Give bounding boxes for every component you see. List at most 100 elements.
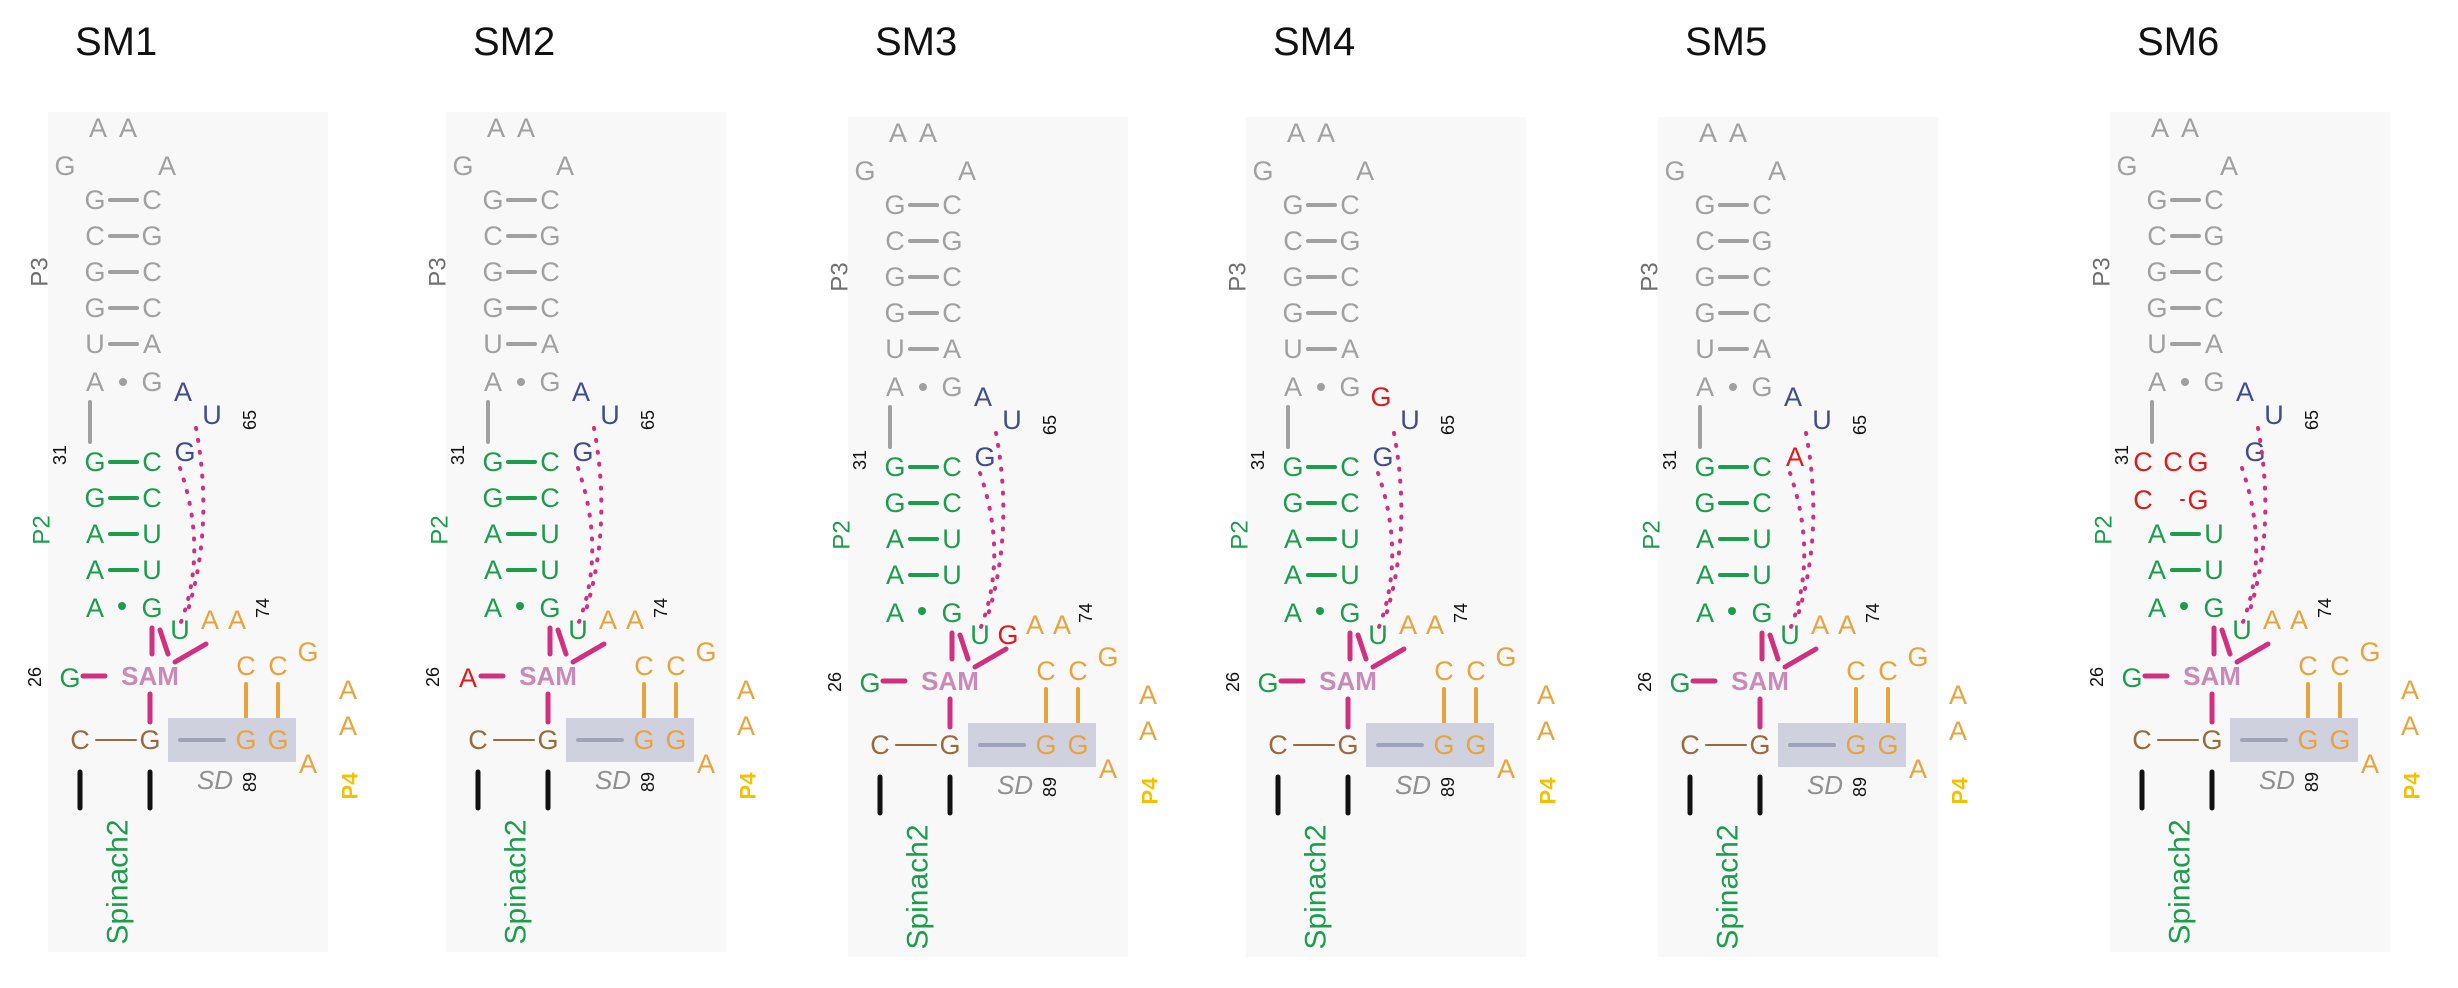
nucleotide: A	[1537, 716, 1555, 746]
label-p3: P3	[827, 262, 854, 291]
sam-contact	[957, 632, 971, 662]
label-p2: P2	[29, 515, 56, 544]
nucleotide: G	[884, 488, 905, 518]
label-spinach2: Spinach2	[1712, 824, 1745, 949]
sd-label: SD	[1807, 770, 1843, 800]
nucleotide: G	[84, 447, 105, 477]
nucleotide: C	[2204, 185, 2224, 215]
nucleotide-u65: U	[600, 400, 620, 430]
nucleotide: C	[85, 221, 105, 251]
nucleotide: A	[2148, 367, 2166, 397]
panel-title: SM5	[1685, 20, 1767, 64]
nucleotide-u65: U	[1400, 405, 1420, 435]
nucleotide: G	[2146, 293, 2167, 323]
nucleotide: G	[1694, 452, 1715, 482]
nucleotide: G	[1694, 190, 1715, 220]
nucleotide: A	[2181, 113, 2199, 143]
nucleotide: G	[235, 725, 256, 755]
number-89: 89	[1850, 777, 1870, 797]
nucleotide: A	[2148, 593, 2166, 623]
nucleotide: A	[1284, 372, 1302, 402]
nucleotide: C	[942, 190, 962, 220]
nucleotide: A	[1341, 334, 1359, 364]
nucleotide: G	[1907, 642, 1928, 672]
nucleotide: U	[1340, 524, 1360, 554]
sd-label: SD	[997, 770, 1033, 800]
nucleotide-u: U	[1780, 620, 1800, 650]
panel-background	[48, 112, 328, 952]
nucleotide: G	[1339, 372, 1360, 402]
nucleotide: G	[539, 367, 560, 397]
sd-label: SD	[1395, 770, 1431, 800]
number-31: 31	[448, 445, 468, 465]
dotted-contact	[186, 426, 206, 612]
sam-contact	[555, 627, 569, 657]
label-p4: P4	[1536, 777, 1561, 805]
number-65: 65	[638, 410, 658, 430]
nucleotide-u: U	[970, 620, 990, 650]
nucleotide: G	[1694, 262, 1715, 292]
nucleotide: A	[1768, 156, 1786, 186]
nucleotide: G	[2329, 725, 2350, 755]
nucleotide: A	[541, 329, 559, 359]
wobble-dot	[1729, 383, 1737, 391]
nucleotide: C	[2132, 725, 2152, 755]
number-89: 89	[638, 772, 658, 792]
nucleotide: C	[1752, 452, 1772, 482]
nucleotide: U	[483, 329, 503, 359]
sam-contact	[972, 646, 1009, 670]
nucleotide: U	[1340, 560, 1360, 590]
sd-label: SD	[2259, 765, 2295, 795]
nucleotide-u65: U	[1812, 405, 1832, 435]
nucleotide: A	[1949, 680, 1967, 710]
nucleotide-g26: G	[1257, 668, 1278, 698]
nucleotide: A	[1696, 598, 1714, 628]
nucleotide: C	[142, 257, 162, 287]
nucleotide: C	[70, 725, 90, 755]
nucleotide: G	[1465, 730, 1486, 760]
nucleotide: C	[1340, 488, 1360, 518]
nucleotide: C	[634, 651, 654, 681]
nucleotide: C	[885, 226, 905, 256]
nucleotide: A	[86, 519, 104, 549]
nucleotide: A	[1696, 524, 1714, 554]
number-74: 74	[2315, 598, 2335, 618]
nucleotide-g66: A	[1786, 442, 1804, 472]
label-p3: P3	[2089, 257, 2116, 286]
nucleotide: C	[1752, 262, 1772, 292]
number-65: 65	[1850, 415, 1870, 435]
nucleotide: A	[484, 555, 502, 585]
nucleotide: A	[958, 156, 976, 186]
nucleotide: A	[737, 675, 755, 705]
nucleotide-g66: G	[2244, 437, 2265, 467]
sam-label: SAM	[921, 666, 979, 696]
nucleotide: G	[941, 598, 962, 628]
nucleotide: A	[484, 593, 502, 623]
number-74: 74	[253, 598, 273, 618]
panel-title: SM4	[1273, 20, 1355, 64]
number-65: 65	[1040, 415, 1060, 435]
nucleotide: C	[2298, 651, 2318, 681]
nucleotide: A	[1284, 560, 1302, 590]
nucleotide: G	[1433, 730, 1454, 760]
panel-title: SM1	[75, 20, 157, 64]
label-spinach2: Spinach2	[102, 819, 135, 944]
nucleotide: G	[1282, 190, 1303, 220]
number-89: 89	[2302, 772, 2322, 792]
label-p2: P2	[829, 520, 856, 549]
nucleotide: A	[299, 749, 317, 779]
wobble-dot	[1316, 607, 1324, 615]
nucleotide: G	[1751, 226, 1772, 256]
label-p4: P4	[1138, 777, 1163, 805]
sd-label: SD	[595, 765, 631, 795]
nucleotide: C	[1268, 730, 1288, 760]
nucleotide: A	[1838, 610, 1856, 640]
nucleotide: A	[119, 113, 137, 143]
panel-background	[446, 112, 726, 952]
label-p3: P3	[425, 257, 452, 286]
nucleotide-a64: A	[1784, 382, 1802, 412]
nucleotide: G	[539, 593, 560, 623]
dotted-contact	[1384, 431, 1404, 617]
